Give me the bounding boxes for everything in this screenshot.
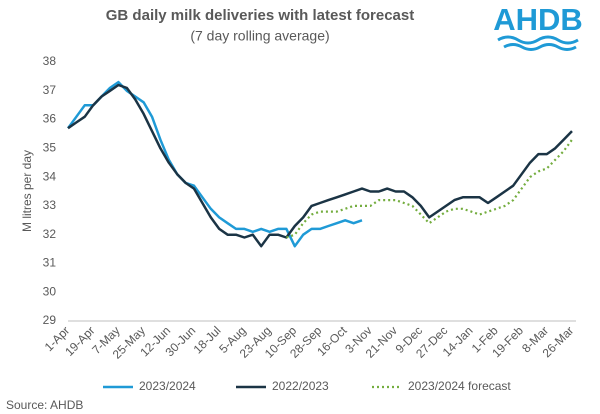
legend-label: 2023/2024 forecast: [408, 379, 511, 393]
series-line: [286, 139, 573, 239]
y-tick-label: 38: [43, 54, 57, 68]
y-tick-label: 35: [43, 141, 57, 155]
y-tick-label: 34: [43, 169, 57, 183]
legend-label: 2023/2024: [139, 379, 196, 393]
chart-title: GB daily milk deliveries with latest for…: [106, 7, 414, 24]
logo-waves: [497, 35, 579, 51]
legend-label: 2022/2023: [272, 379, 329, 393]
y-axis-label: M litres per day: [20, 150, 34, 232]
y-tick-label: 33: [43, 198, 57, 212]
logo-wave: [497, 35, 579, 45]
y-tick-label: 32: [43, 227, 57, 241]
y-tick-label: 36: [43, 112, 57, 126]
series-line: [66, 80, 363, 248]
y-tick-label: 31: [43, 256, 57, 270]
logo-wave: [503, 43, 577, 51]
y-tick-label: 30: [43, 284, 57, 298]
source-note: Source: AHDB: [6, 398, 83, 412]
y-tick-label: 29: [43, 313, 57, 327]
series-line: [67, 83, 573, 248]
chart-subtitle: (7 day rolling average): [190, 28, 329, 44]
x-tick-label: 18-Jul: [191, 323, 224, 356]
x-tick-label: 16-Oct: [314, 323, 350, 359]
y-tick-label: 37: [43, 83, 57, 97]
logo-text: AHDB: [493, 2, 583, 37]
